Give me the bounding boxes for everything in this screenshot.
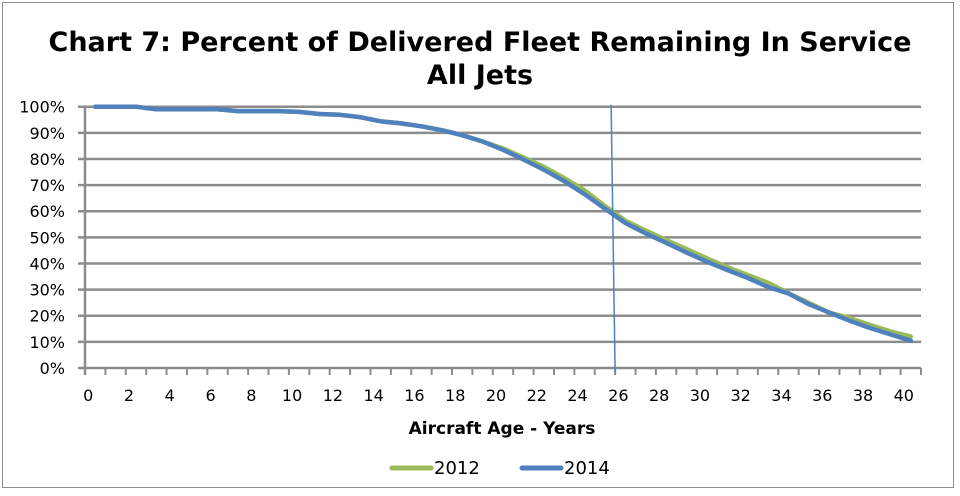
y-tick-label: 50% (29, 228, 65, 247)
x-tick-label: 30 (690, 386, 710, 405)
y-tick-label: 10% (29, 333, 65, 352)
legend: 2012 2014 (389, 458, 610, 479)
series-line-2012 (92, 104, 914, 339)
x-tick-label: 2 (124, 386, 134, 405)
x-tick-label: 40 (894, 386, 914, 405)
x-tick-label: 10 (282, 386, 302, 405)
x-tick-label: 6 (205, 386, 215, 405)
x-tick-label: 12 (323, 386, 343, 405)
x-tick-label: 32 (731, 386, 751, 405)
x-tick-label: 14 (363, 386, 383, 405)
y-tick-label: 40% (29, 254, 65, 273)
legend-label-2014: 2014 (564, 458, 610, 479)
y-tick-label: 20% (29, 307, 65, 326)
chart-frame (2, 2, 954, 488)
y-tick-label: 90% (29, 124, 65, 143)
x-tick-label: 16 (404, 386, 424, 405)
x-tick-label: 26 (608, 386, 628, 405)
chart-title-line1: Chart 7: Percent of Delivered Fleet Rema… (48, 27, 912, 58)
chart-title: Chart 7: Percent of Delivered Fleet Rema… (0, 26, 960, 92)
x-tick-label: 28 (649, 386, 669, 405)
y-tick-label: 60% (29, 202, 65, 221)
y-tick-label: 70% (29, 176, 65, 195)
x-tick-label: 0 (83, 386, 93, 405)
legend-label-2012: 2012 (434, 458, 480, 479)
x-tick-label: 36 (812, 386, 832, 405)
chart-subtitle: All Jets (426, 60, 534, 91)
y-tick-label: 0% (40, 359, 65, 378)
x-axis-label: Aircraft Age - Years (409, 419, 596, 439)
x-tick-label: 24 (567, 386, 587, 405)
y-tick-label: 100% (19, 98, 65, 117)
x-tick-label: 34 (771, 386, 791, 405)
y-tick-label: 30% (29, 281, 65, 300)
y-tick-label: 80% (29, 150, 65, 169)
series-line-2014 (92, 104, 914, 343)
vertical-marker-line (610, 104, 616, 373)
x-tick-label: 18 (445, 386, 465, 405)
x-tick-label: 4 (165, 386, 175, 405)
x-tick-label: 22 (527, 386, 547, 405)
x-tick-label: 8 (246, 386, 256, 405)
x-tick-label: 38 (853, 386, 873, 405)
x-tick-label: 20 (486, 386, 506, 405)
